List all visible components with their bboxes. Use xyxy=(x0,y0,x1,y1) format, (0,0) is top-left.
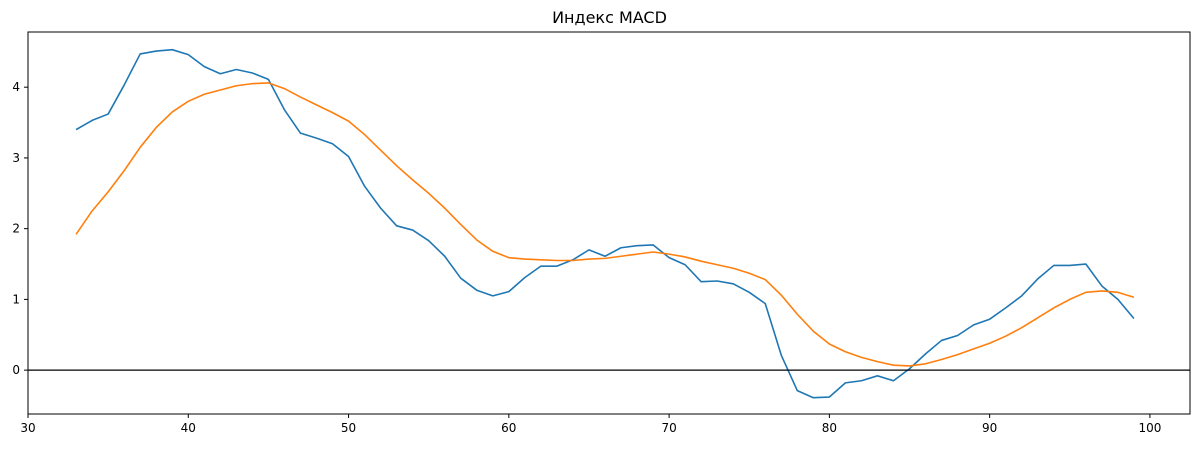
y-tick-label: 0 xyxy=(12,363,20,377)
y-tick-label: 1 xyxy=(12,292,20,306)
x-tick-label: 30 xyxy=(20,421,35,435)
plot-area xyxy=(28,48,1190,399)
x-tick-label: 40 xyxy=(181,421,196,435)
y-tick-label: 2 xyxy=(12,222,20,236)
series-line-2 xyxy=(75,82,1135,367)
plot-frame xyxy=(27,31,1191,415)
y-tick-label: 3 xyxy=(12,151,20,165)
x-tick-label: 100 xyxy=(1138,421,1161,435)
x-tick-label: 70 xyxy=(661,421,676,435)
x-tick-label: 80 xyxy=(822,421,837,435)
series-line-1 xyxy=(75,48,1135,399)
x-tick-label: 90 xyxy=(982,421,997,435)
axis-ticks: 30 40 50 60 70 80 90 100 0 1 2 3 4 xyxy=(12,80,1161,435)
chart-title: Индекс MACD xyxy=(552,8,667,27)
x-tick-label: 60 xyxy=(501,421,516,435)
y-tick-label: 4 xyxy=(12,80,20,94)
x-tick-label: 50 xyxy=(341,421,356,435)
